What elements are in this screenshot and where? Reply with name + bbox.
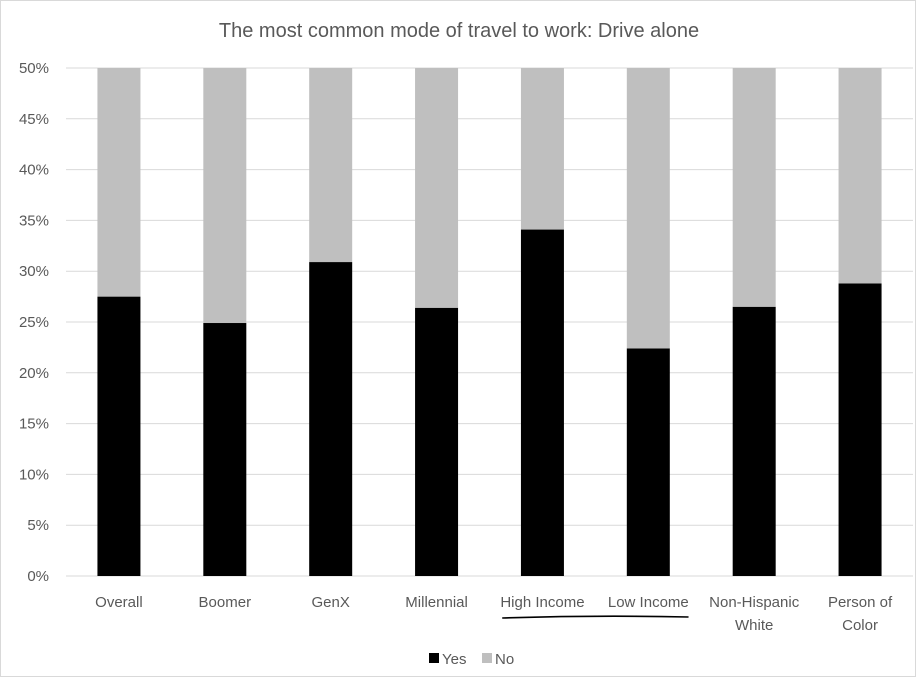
- bar-segment-no: [415, 68, 459, 308]
- y-axis: 0% 5% 10% 15% 20% 25% 30% 35% 40% 45% 50%: [19, 60, 49, 585]
- x-category-label: White: [735, 617, 773, 634]
- x-category-label: Non-Hispanic: [709, 594, 800, 611]
- y-tick-label: 45%: [19, 111, 49, 128]
- bar-segment-no: [520, 68, 564, 230]
- bar-segment-yes: [203, 323, 247, 576]
- y-tick-label: 40%: [19, 162, 49, 179]
- legend-swatch: [429, 653, 439, 663]
- bar-segment-no: [626, 68, 670, 349]
- y-tick-label: 30%: [19, 263, 49, 280]
- x-category-label: High Income: [500, 594, 584, 611]
- y-tick-label: 50%: [19, 60, 49, 77]
- x-category-label: Overall: [95, 594, 143, 611]
- legend-swatch: [482, 653, 492, 663]
- bar-segment-yes: [838, 283, 882, 576]
- legend-label: No: [495, 651, 514, 668]
- underline-annotation: [502, 615, 689, 619]
- bar-segment-yes: [415, 307, 459, 576]
- x-category-label: Millennial: [405, 594, 468, 611]
- bar-segment-no: [97, 68, 141, 297]
- bar-segment-no: [838, 68, 882, 284]
- chart-title: The most common mode of travel to work: …: [218, 20, 700, 42]
- y-tick-label: 5%: [27, 517, 49, 534]
- x-category-label: Low Income: [608, 594, 689, 611]
- bar-segment-no: [309, 68, 353, 263]
- bar-segment-yes: [520, 229, 564, 576]
- gridlines: [66, 67, 913, 577]
- bar-segment-no: [203, 68, 247, 324]
- bar-segment-yes: [309, 262, 353, 576]
- y-tick-label: 20%: [19, 365, 49, 382]
- bar-segment-no: [732, 68, 776, 307]
- y-tick-label: 10%: [19, 466, 49, 483]
- x-category-label: Person of: [828, 594, 893, 611]
- x-category-label: Boomer: [199, 594, 252, 611]
- bars: [97, 68, 882, 576]
- y-tick-label: 35%: [19, 212, 49, 229]
- y-tick-label: 15%: [19, 416, 49, 433]
- bar-segment-yes: [626, 348, 670, 576]
- y-tick-label: 25%: [19, 314, 49, 331]
- y-tick-label: 0%: [27, 568, 49, 585]
- x-category-label: Color: [842, 617, 878, 634]
- legend: Yes No: [429, 651, 514, 668]
- bar-segment-yes: [732, 306, 776, 576]
- x-axis: Overall Boomer GenX Millennial High Income Lo…: [95, 594, 893, 634]
- x-category-label: GenX: [312, 594, 350, 611]
- bar-segment-yes: [97, 296, 141, 576]
- annotations: [502, 615, 689, 619]
- legend-label: Yes: [442, 651, 466, 668]
